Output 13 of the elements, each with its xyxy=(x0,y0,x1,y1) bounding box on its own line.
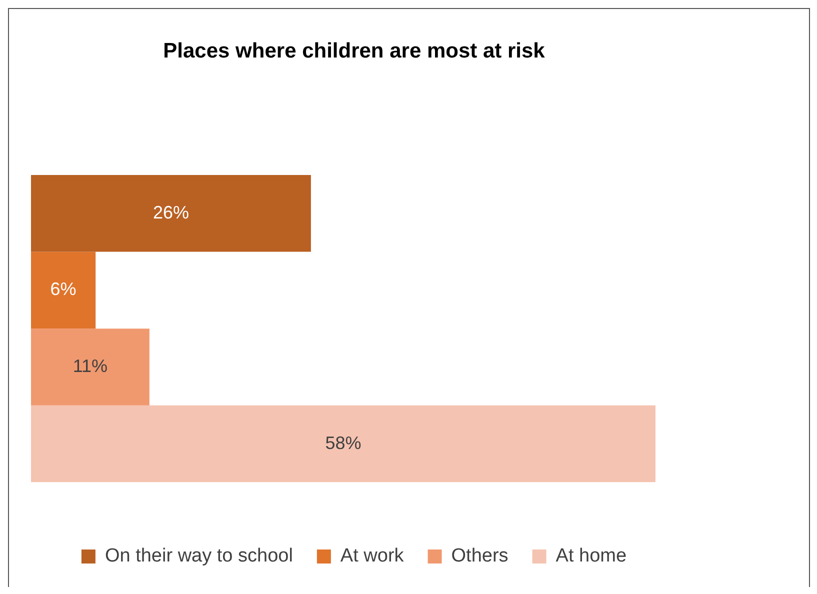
data-label: 6% xyxy=(50,279,76,300)
legend-label: On their way to school xyxy=(104,546,293,567)
data-label: 11% xyxy=(72,356,108,376)
data-label: 58% xyxy=(325,432,362,453)
chart-title: Places where children are most at risk xyxy=(163,39,546,62)
data-label: 26% xyxy=(152,202,189,222)
bar xyxy=(31,405,656,482)
bar xyxy=(31,252,96,329)
legend-label: Others xyxy=(451,546,508,567)
bar xyxy=(31,328,150,406)
legend-label: At home xyxy=(556,546,627,567)
legend-label: At work xyxy=(340,546,404,567)
bar xyxy=(31,175,311,252)
